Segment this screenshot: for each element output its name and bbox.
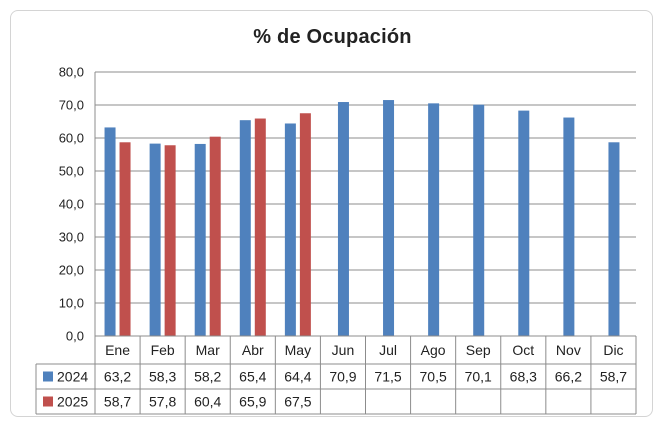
x-tick-label: Sep bbox=[466, 342, 491, 358]
bar-2024-ago bbox=[428, 103, 440, 336]
data-label-2024: 58,7 bbox=[600, 369, 627, 385]
data-label-2024: 70,9 bbox=[329, 369, 356, 385]
bar-2025-abr bbox=[254, 118, 266, 336]
bar-2024-jun bbox=[337, 102, 349, 336]
data-label-2024: 71,5 bbox=[374, 369, 401, 385]
bar-2024-sep bbox=[473, 104, 485, 336]
bar-2024-dic bbox=[608, 142, 620, 336]
x-tick-label: Nov bbox=[556, 342, 581, 358]
legend-key-2025 bbox=[43, 396, 53, 407]
data-label-2024: 63,2 bbox=[104, 369, 131, 385]
data-label-2025: 58,7 bbox=[104, 394, 131, 410]
bar-2024-mar bbox=[194, 143, 206, 336]
data-label-2024: 68,3 bbox=[510, 369, 537, 385]
chart-title: % de Ocupación bbox=[253, 26, 412, 48]
data-label-2024: 58,2 bbox=[194, 369, 221, 385]
bar-2024-ene bbox=[104, 127, 116, 336]
bar-2025-ene bbox=[119, 142, 131, 336]
data-label-2024: 66,2 bbox=[555, 369, 582, 385]
legend-label-2025: 2025 bbox=[57, 394, 88, 410]
x-tick-label: May bbox=[285, 342, 311, 358]
data-label-2024: 65,4 bbox=[239, 369, 266, 385]
bar-2024-feb bbox=[149, 143, 161, 336]
data-label-2024: 70,5 bbox=[420, 369, 447, 385]
y-tick-label: 20,0 bbox=[59, 263, 84, 278]
bar-2025-may bbox=[299, 113, 311, 336]
data-label-2025: 60,4 bbox=[194, 394, 221, 410]
y-tick-label: 30,0 bbox=[59, 230, 84, 245]
bar-2024-oct bbox=[518, 110, 530, 336]
data-label-2025: 67,5 bbox=[284, 394, 311, 410]
x-tick-label: Ene bbox=[105, 342, 130, 358]
x-tick-label: Dic bbox=[603, 342, 623, 358]
bar-2024-may bbox=[284, 123, 296, 336]
legend-key-2024 bbox=[43, 371, 53, 382]
y-tick-label: 0,0 bbox=[66, 329, 84, 344]
x-tick-label: Jul bbox=[379, 342, 397, 358]
bar-2024-nov bbox=[563, 117, 575, 336]
data-label-2024: 70,1 bbox=[465, 369, 492, 385]
y-tick-label: 60,0 bbox=[59, 131, 84, 146]
data-label-2024: 58,3 bbox=[149, 369, 176, 385]
bar-2025-feb bbox=[164, 145, 176, 336]
y-tick-label: 10,0 bbox=[59, 296, 84, 311]
x-tick-label: Mar bbox=[196, 342, 220, 358]
data-label-2025: 57,8 bbox=[149, 394, 176, 410]
x-tick-label: Jun bbox=[332, 342, 355, 358]
bar-2024-jul bbox=[383, 100, 395, 336]
y-tick-label: 70,0 bbox=[59, 98, 84, 113]
bar-2025-mar bbox=[209, 136, 221, 336]
x-tick-label: Abr bbox=[242, 342, 264, 358]
legend-label-2024: 2024 bbox=[57, 369, 88, 385]
data-label-2024: 64,4 bbox=[284, 369, 311, 385]
bar-2024-abr bbox=[239, 120, 251, 337]
data-label-2025: 65,9 bbox=[239, 394, 266, 410]
x-tick-label: Ago bbox=[421, 342, 446, 358]
y-tick-label: 50,0 bbox=[59, 164, 84, 179]
y-tick-label: 40,0 bbox=[59, 197, 84, 212]
x-tick-label: Oct bbox=[512, 342, 534, 358]
y-tick-label: 80,0 bbox=[59, 65, 84, 80]
x-tick-label: Feb bbox=[151, 342, 175, 358]
